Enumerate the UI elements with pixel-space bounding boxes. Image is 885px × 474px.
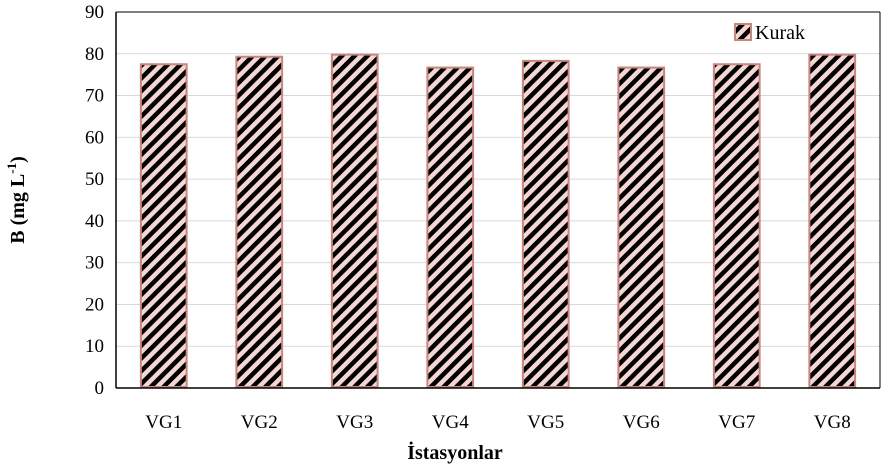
bars — [139, 53, 857, 389]
y-axis-title-close: ) — [7, 156, 29, 163]
axes — [115, 11, 881, 389]
y-tick-label: 30 — [85, 253, 104, 274]
bar-vg7 — [712, 63, 761, 388]
y-tick-labels: 0 10 20 30 40 50 60 70 80 90 — [85, 2, 104, 399]
bar-vg2 — [235, 55, 284, 389]
legend-swatch — [734, 23, 752, 41]
x-tick-label: VG4 — [432, 412, 469, 433]
y-tick-label: 60 — [85, 127, 104, 148]
x-tick-label: VG5 — [527, 412, 564, 433]
x-axis-title: İstasyonlar — [407, 440, 503, 464]
y-axis-title: B (mg L-1) — [4, 156, 29, 244]
y-tick-label: 10 — [85, 336, 104, 357]
bar-vg1 — [139, 63, 188, 388]
legend: Kurak — [734, 22, 805, 44]
y-tick-label: 80 — [85, 44, 104, 65]
y-tick-label: 90 — [85, 2, 104, 23]
y-tick-label: 70 — [85, 86, 104, 107]
y-tick-label: 50 — [85, 169, 104, 190]
legend-label: Kurak — [755, 22, 805, 44]
bar-vg8 — [808, 53, 857, 388]
y-axis-title-sup: -1 — [4, 163, 19, 174]
bar-vg6 — [617, 66, 666, 388]
x-tick-label: VG7 — [718, 412, 755, 433]
y-tick-label: 40 — [85, 211, 104, 232]
x-tick-label: VG2 — [241, 412, 278, 433]
x-tick-labels: VG1 VG2 VG3 VG4 VG5 VG6 VG7 VG8 — [145, 412, 850, 433]
bar-vg4 — [426, 66, 475, 388]
y-axis-title-main: B (mg L — [7, 174, 29, 244]
bar-vg5 — [521, 59, 570, 388]
x-tick-label: VG3 — [336, 412, 373, 433]
y-tick-label: 0 — [95, 378, 105, 399]
x-tick-label: VG8 — [814, 412, 851, 433]
gridlines — [116, 11, 880, 347]
x-tick-label: VG6 — [623, 412, 660, 433]
bar-vg3 — [330, 53, 379, 388]
x-tick-label: VG1 — [145, 412, 182, 433]
y-tick-label: 20 — [85, 294, 104, 315]
